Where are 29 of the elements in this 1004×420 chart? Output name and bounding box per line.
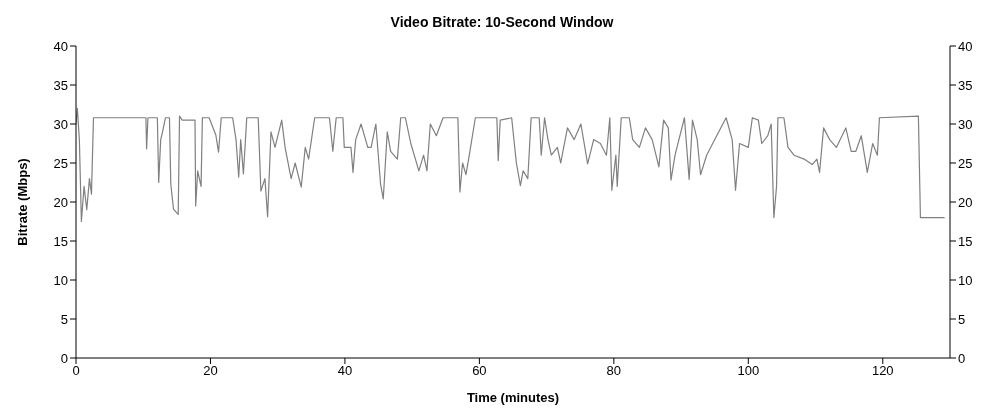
x-tick-label: 20 <box>203 363 218 379</box>
y-tick-label: 40 <box>53 38 68 54</box>
y2-tick-label: 35 <box>958 77 973 93</box>
y-axis-title: Bitrate (Mbps) <box>14 158 30 246</box>
y-tick-label: 0 <box>60 350 68 366</box>
x-tick-label: 0 <box>72 363 80 379</box>
x-tick-label: 100 <box>737 363 760 379</box>
y2-tick-label: 15 <box>958 233 973 249</box>
chart-title: Video Bitrate: 10-Second Window <box>389 13 615 32</box>
x-tick-label: 40 <box>337 363 353 379</box>
x-tick-label: 60 <box>472 363 487 379</box>
line-series <box>76 107 946 223</box>
y-tick-label: 10 <box>53 272 68 288</box>
y2-tick-label: 25 <box>958 155 973 171</box>
x-tick-label: 80 <box>606 363 622 379</box>
y-tick-label: 5 <box>60 311 68 327</box>
y-tick-label: 25 <box>53 155 68 171</box>
y2-tick-label: 0 <box>958 350 966 366</box>
y-tick-label: 15 <box>53 233 68 249</box>
y2-tick-label: 5 <box>958 311 966 327</box>
y2-tick-label: 40 <box>958 38 973 54</box>
x-tick-label: 120 <box>871 363 894 379</box>
y-tick-label: 35 <box>53 77 68 93</box>
y2-tick-label: 10 <box>958 272 973 288</box>
y2-tick-label: 20 <box>958 194 973 210</box>
y2-tick-label: 30 <box>958 116 973 132</box>
y-tick-label: 20 <box>53 194 68 210</box>
x-axis-title: Time (minutes) <box>466 390 560 405</box>
y-tick-label: 30 <box>53 116 68 132</box>
